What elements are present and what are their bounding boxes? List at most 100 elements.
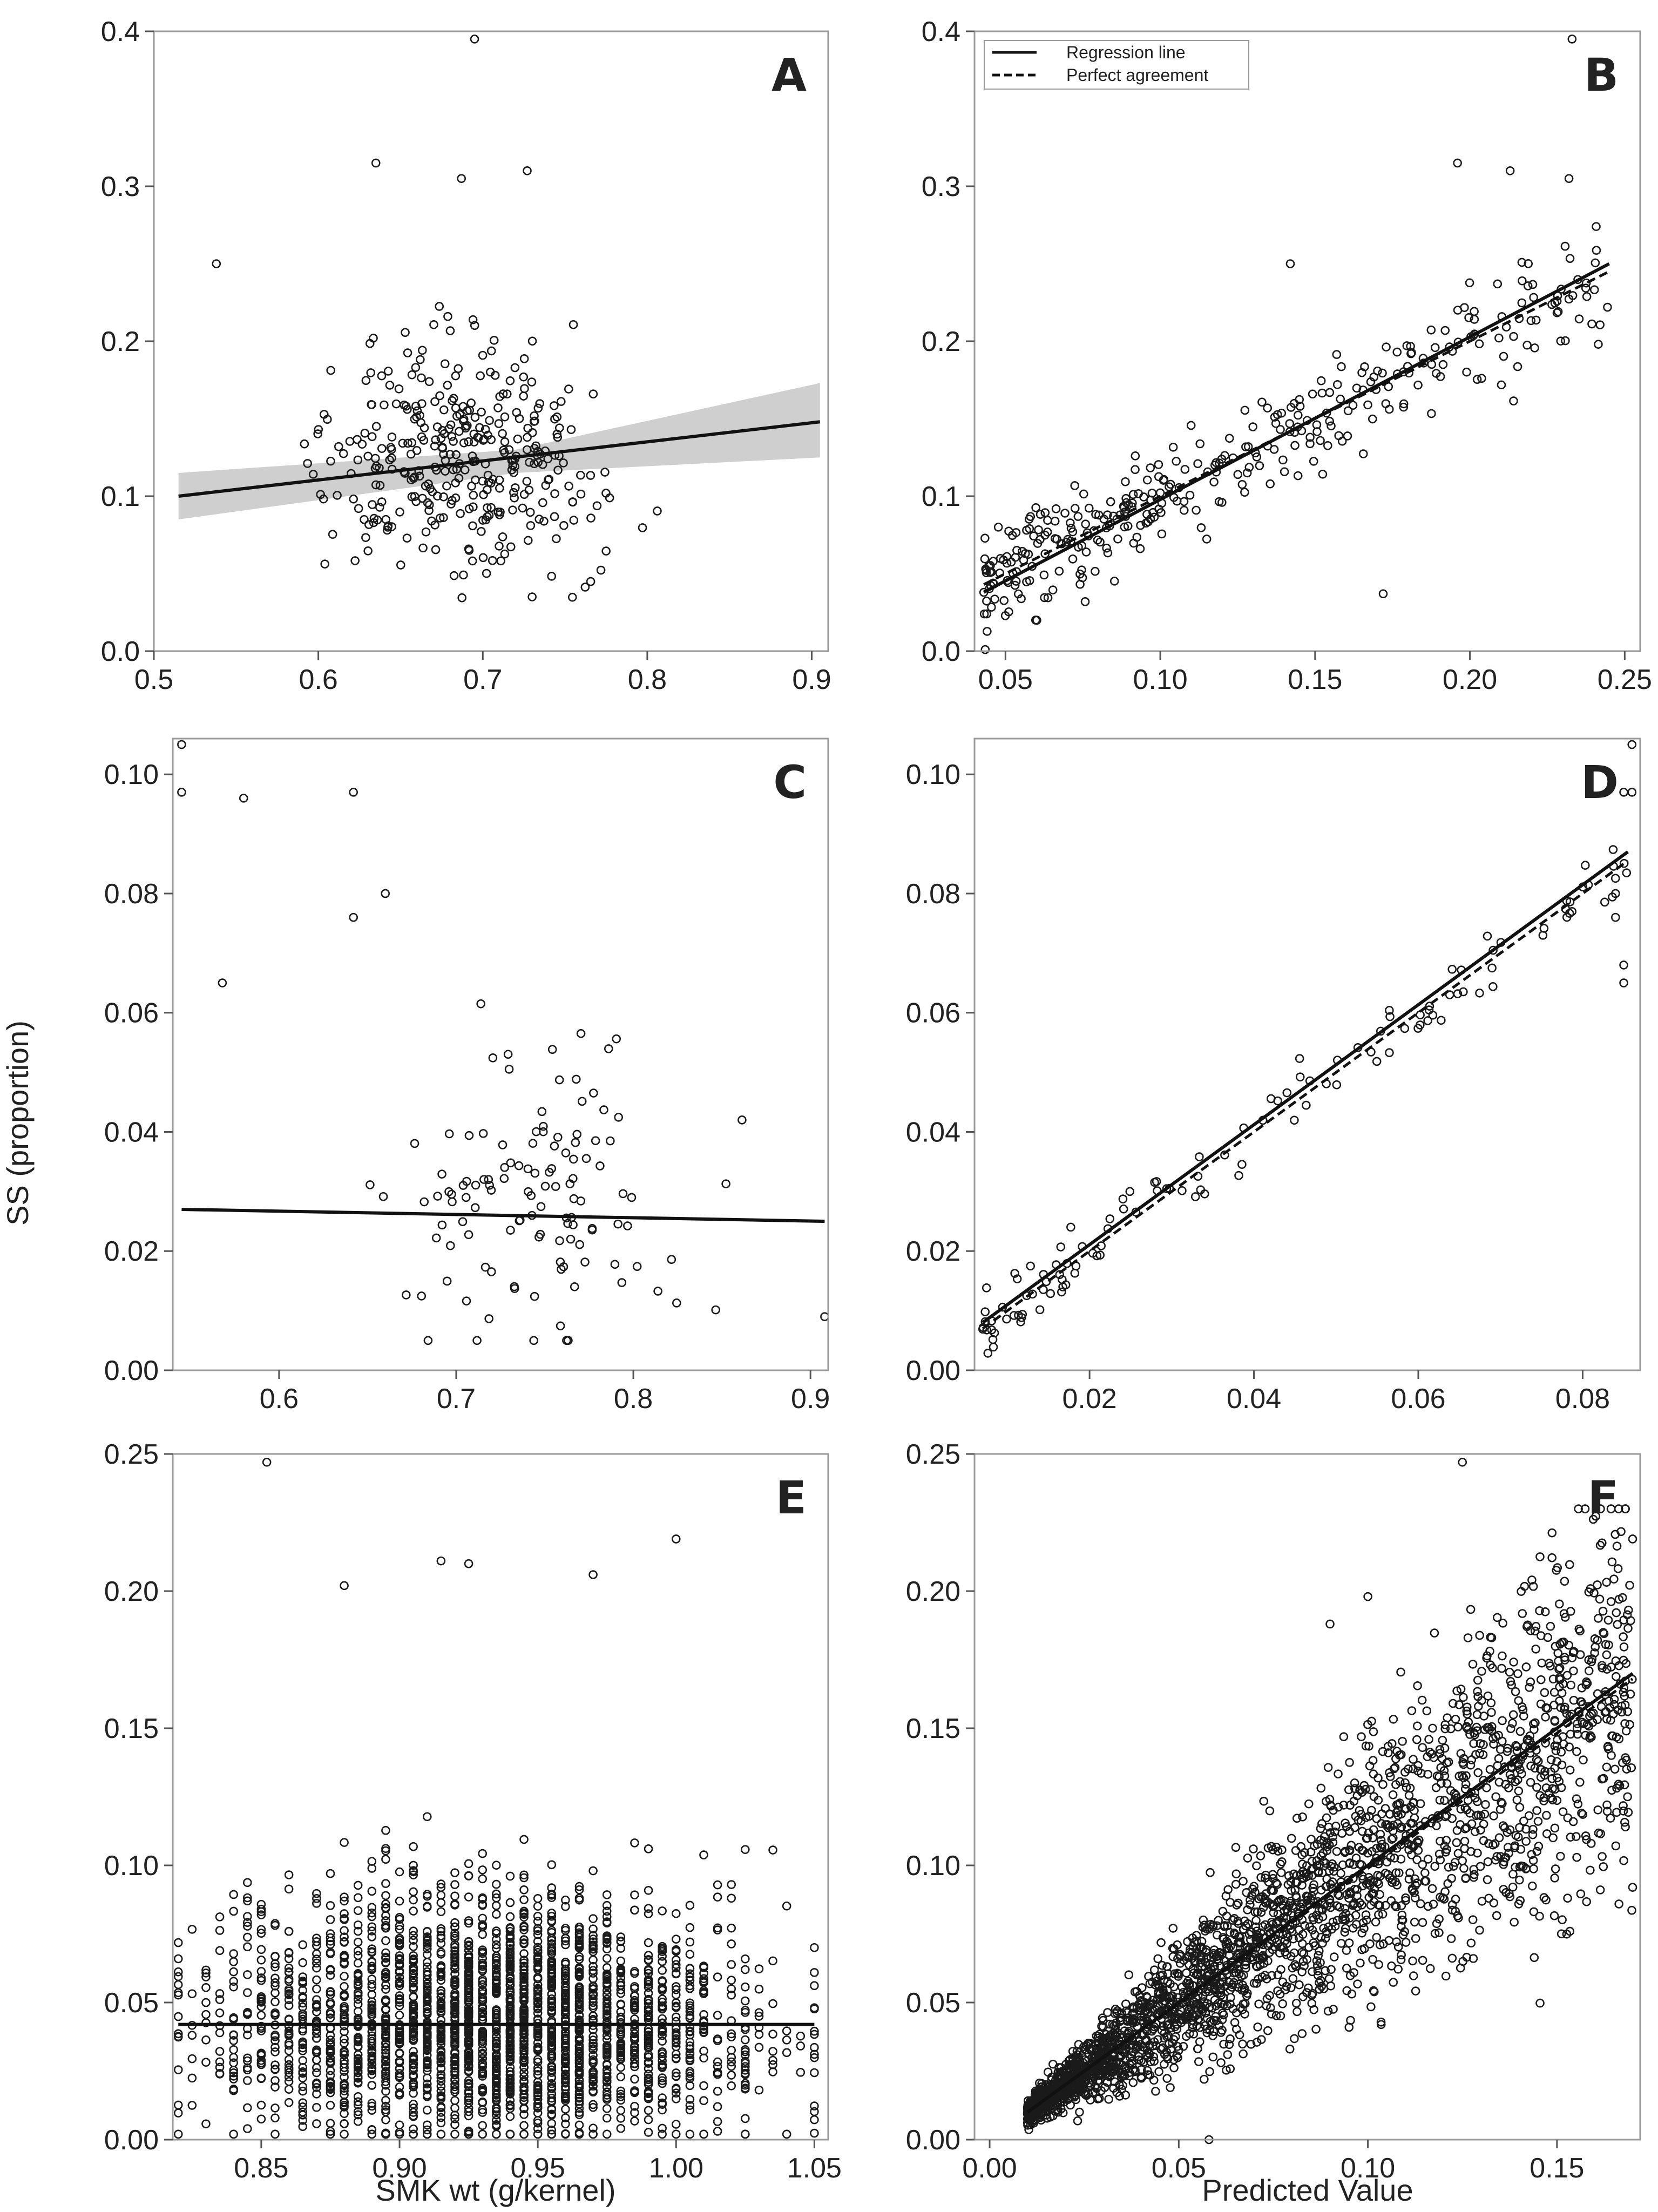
data-point [1517, 258, 1527, 267]
data-point [1290, 441, 1300, 450]
data-point [459, 438, 469, 448]
data-point [387, 454, 396, 463]
data-point [1271, 419, 1281, 428]
data-point [1385, 1012, 1395, 1022]
data-point [561, 1902, 570, 1911]
y-tick-label: 0.0 [101, 636, 140, 667]
data-point [478, 553, 488, 563]
data-point [418, 543, 428, 553]
data-point [519, 1974, 529, 1984]
data-point [535, 399, 544, 408]
data-point [387, 445, 396, 454]
data-point [1066, 518, 1075, 527]
data-point [1332, 1080, 1342, 1090]
data-point [298, 1940, 308, 1950]
data-point [1252, 1861, 1261, 1871]
data-point [340, 1838, 349, 1847]
data-point [602, 2034, 612, 2044]
data-point [1488, 982, 1498, 991]
data-point [544, 475, 553, 485]
data-point [1297, 2029, 1307, 2038]
data-point [602, 2104, 612, 2113]
data-point [644, 1938, 653, 1947]
data-point [810, 2068, 819, 2078]
data-point [588, 2100, 598, 2109]
data-point [418, 493, 427, 503]
data-point [506, 1158, 516, 1168]
data-point [450, 1868, 459, 1877]
data-point [672, 1298, 681, 1308]
data-point [424, 479, 433, 489]
data-point [1564, 174, 1574, 183]
data-point [782, 2026, 791, 2035]
data-point [979, 609, 989, 619]
data-point [741, 2035, 750, 2045]
data-point [519, 372, 529, 382]
data-point [1095, 537, 1105, 547]
data-point [533, 1911, 543, 1921]
data-point [699, 2129, 708, 2139]
data-point [589, 1088, 598, 1098]
data-point [1627, 740, 1637, 749]
data-point [367, 2080, 377, 2090]
data-point [422, 1812, 432, 1822]
data-point [243, 1970, 252, 1979]
data-point [492, 1934, 501, 1944]
data-point [409, 1887, 418, 1897]
data-point [1017, 594, 1026, 604]
data-point [1463, 1633, 1473, 1642]
data-point [1071, 504, 1080, 513]
data-point [1593, 1635, 1602, 1645]
data-point [409, 1861, 418, 1870]
data-point [436, 1907, 446, 1917]
data-point [485, 1181, 495, 1190]
data-point [495, 510, 504, 519]
data-point [316, 490, 325, 499]
data-point [1475, 1631, 1484, 1640]
data-point [478, 2129, 488, 2139]
data-point [403, 404, 412, 414]
data-point [523, 536, 533, 545]
data-point [436, 2076, 446, 2086]
data-point [378, 1192, 388, 1201]
data-point [1277, 1857, 1287, 1866]
data-point [486, 478, 496, 488]
data-point [580, 1257, 590, 1267]
y-tick-label: 0.0 [922, 636, 960, 667]
data-point [1119, 1204, 1128, 1214]
data-point [381, 515, 391, 524]
x-tick-label: 0.8 [614, 1383, 653, 1415]
data-point [505, 2112, 515, 2121]
data-point [1473, 1768, 1483, 1777]
data-point [1084, 503, 1094, 513]
data-point [540, 1181, 550, 1191]
data-point [326, 456, 335, 466]
data-point [576, 489, 586, 499]
data-point [1316, 1783, 1326, 1793]
data-point [1344, 1938, 1354, 1947]
data-point [511, 483, 520, 492]
data-point [450, 1929, 459, 1938]
data-point [1487, 963, 1497, 973]
data-point [1002, 1314, 1011, 1324]
data-point [1627, 1905, 1636, 1915]
points-f [1023, 1457, 1637, 2145]
data-point [1010, 1269, 1019, 1278]
data-point [243, 1896, 252, 1906]
data-point [1143, 517, 1153, 526]
data-point [533, 403, 543, 413]
data-point [1453, 158, 1462, 168]
data-point [353, 2033, 363, 2042]
data-point [1413, 1681, 1422, 1690]
data-point [1257, 397, 1267, 407]
data-point [554, 423, 564, 432]
data-point [1388, 1790, 1398, 1800]
data-point [312, 2119, 321, 2128]
data-point [711, 1305, 720, 1315]
data-point [1033, 539, 1043, 548]
data-point [431, 1233, 441, 1243]
data-point [1195, 1152, 1204, 1161]
data-point [1025, 524, 1034, 533]
data-point [431, 545, 441, 554]
data-point [1357, 1928, 1366, 1938]
